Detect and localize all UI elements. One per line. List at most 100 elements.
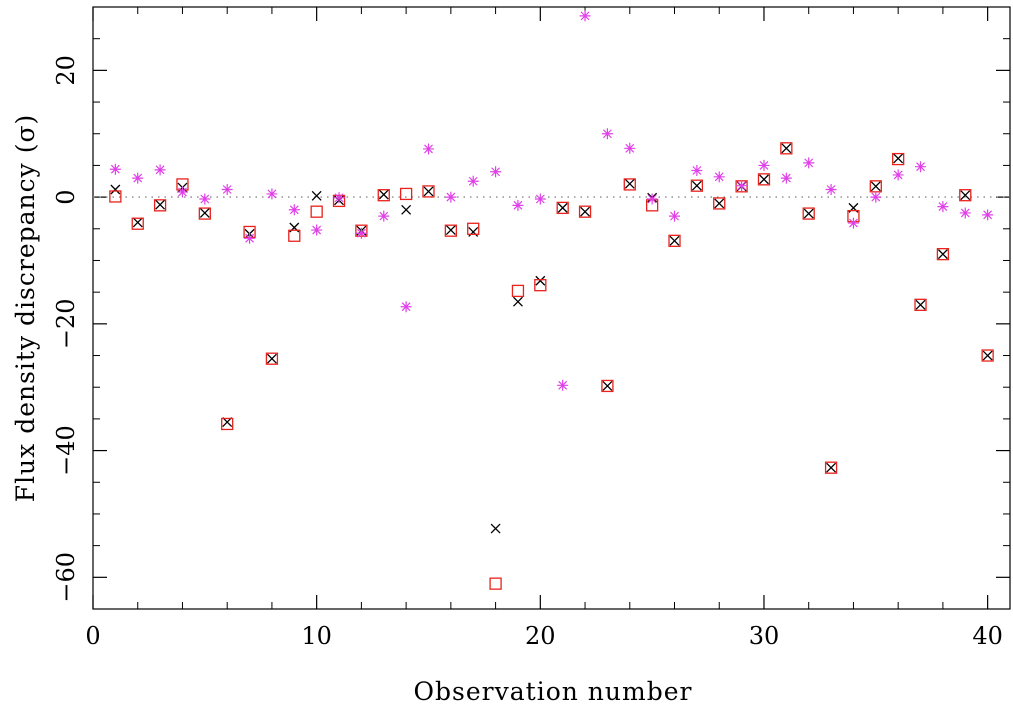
tick-labels: 0 10 20 30 40 −60 −40 −20 0 20 (52, 55, 1003, 650)
point-cross (960, 190, 971, 201)
point-cross (803, 208, 814, 219)
series-asterisk (109, 10, 994, 391)
point-asterisk (154, 164, 166, 176)
point-square (601, 379, 614, 393)
point-asterisk (780, 172, 792, 184)
point-cross (893, 153, 904, 164)
point-asterisk (915, 161, 927, 173)
point-square (780, 142, 793, 155)
point-asterisk (691, 164, 703, 176)
point-asterisk (736, 180, 748, 192)
point-asterisk (333, 192, 345, 204)
point-asterisk (490, 166, 502, 178)
point-square (221, 417, 234, 431)
y-tick-label: −40 (52, 425, 80, 476)
point-cross (602, 380, 613, 391)
point-square (713, 197, 726, 210)
point-asterisk (937, 201, 949, 213)
point-asterisk (959, 207, 971, 219)
point-square (668, 234, 681, 247)
x-tick-label: 30 (749, 622, 780, 650)
point-square (824, 461, 838, 474)
plot-frame (92, 6, 1011, 610)
point-square (578, 205, 592, 218)
point-square (556, 201, 569, 215)
point-square (511, 284, 525, 298)
point-asterisk (109, 163, 121, 175)
point-asterisk (758, 159, 770, 171)
point-square (757, 173, 771, 186)
point-square (690, 179, 704, 192)
point-cross (423, 186, 434, 197)
point-cross (870, 181, 881, 192)
point-asterisk (355, 227, 367, 239)
point-cross (557, 202, 568, 213)
point-asterisk (713, 171, 725, 183)
point-cross (781, 143, 792, 154)
point-cross (937, 249, 948, 260)
point-asterisk (288, 204, 300, 216)
point-square (623, 178, 636, 191)
point-square (959, 189, 972, 202)
point-square (198, 207, 211, 220)
point-asterisk (601, 128, 613, 140)
point-asterisk (847, 217, 859, 229)
point-asterisk (825, 184, 837, 196)
point-cross (535, 275, 546, 286)
point-asterisk (512, 199, 524, 211)
point-asterisk (244, 232, 256, 244)
x-tick-label: 10 (301, 622, 332, 650)
point-asterisk (445, 191, 457, 203)
point-cross (132, 217, 143, 228)
point-cross (982, 350, 993, 361)
y-tick-label: 0 (52, 189, 80, 204)
x-tick-label: 20 (525, 622, 556, 650)
point-cross (714, 198, 725, 209)
point-square (109, 190, 122, 203)
point-asterisk (803, 157, 815, 169)
point-cross (378, 189, 389, 200)
data-points (109, 10, 994, 590)
point-asterisk (557, 379, 569, 391)
point-square (131, 217, 144, 230)
point-square (534, 279, 547, 292)
x-axis-title: Observation number (414, 677, 693, 706)
series-cross (110, 143, 993, 534)
point-asterisk (422, 143, 434, 155)
point-square (377, 189, 390, 202)
point-cross (266, 353, 277, 364)
point-cross (401, 204, 412, 215)
point-square (892, 152, 905, 166)
point-cross (468, 226, 479, 237)
point-asterisk (266, 188, 278, 200)
point-asterisk (467, 175, 479, 187)
point-cross (759, 174, 769, 185)
point-asterisk (669, 210, 681, 222)
series-square (109, 142, 994, 590)
point-cross (311, 190, 322, 201)
axes (92, 6, 1011, 610)
point-asterisk (646, 193, 658, 205)
point-cross (512, 296, 523, 307)
point-square (489, 577, 502, 590)
point-asterisk (892, 169, 904, 181)
point-asterisk (378, 210, 390, 222)
point-asterisk (534, 193, 546, 205)
point-cross (155, 199, 166, 210)
point-square (288, 229, 301, 242)
point-asterisk (199, 193, 211, 205)
point-cross (915, 299, 926, 310)
y-tick-label: −60 (52, 552, 80, 603)
point-cross (199, 207, 210, 218)
point-square (981, 349, 994, 362)
point-cross (826, 462, 837, 473)
point-asterisk (132, 172, 144, 184)
point-cross (580, 206, 591, 217)
point-asterisk (400, 301, 412, 313)
point-square (936, 247, 950, 261)
point-asterisk (624, 142, 636, 154)
point-cross (669, 235, 680, 246)
point-square (914, 298, 927, 311)
point-asterisk (176, 186, 188, 198)
